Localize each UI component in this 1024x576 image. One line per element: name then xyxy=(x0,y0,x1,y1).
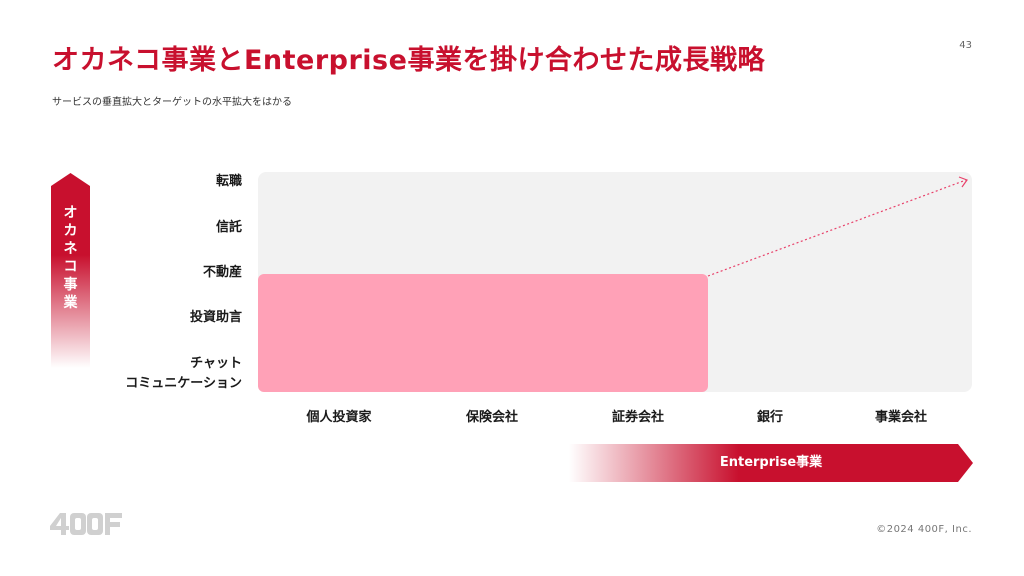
vertical-axis-label-char: ネ xyxy=(63,241,78,257)
growth-arrow-icon xyxy=(707,176,968,277)
company-logo xyxy=(50,513,122,535)
x-label-individual-investors: 個人投資家 xyxy=(306,410,372,425)
y-label-career: 転職 xyxy=(215,174,242,189)
copyright: ©2024 400F, Inc. xyxy=(876,524,972,535)
x-label-securities: 証券会社 xyxy=(611,410,665,425)
x-label-business-companies: 事業会社 xyxy=(874,410,928,425)
x-label-bank: 銀行 xyxy=(756,410,784,425)
y-label-trust: 信託 xyxy=(215,220,242,235)
page-subtitle: サービスの垂直拡大とターゲットの水平拡大をはかる xyxy=(52,97,292,108)
page-number: 43 xyxy=(959,40,972,51)
vertical-axis-label: オ カ ネ コ 事 業 xyxy=(51,204,90,312)
y-label-real-estate: 不動産 xyxy=(202,265,242,280)
vertical-axis-label-char: オ xyxy=(63,205,78,221)
vertical-axis-label-char: 事 xyxy=(63,277,78,293)
vertical-axis-label-char: カ xyxy=(63,223,78,239)
vertical-axis-bar xyxy=(51,173,90,368)
current-coverage-area xyxy=(258,274,708,392)
y-label-chat-line1: チャット xyxy=(190,356,242,371)
y-label-chat-communication: チャット コミュニケーション xyxy=(125,354,242,394)
page-title: オカネコ事業とEnterprise事業を掛け合わせた成長戦略 xyxy=(52,45,765,76)
x-label-insurance: 保険会社 xyxy=(465,410,519,425)
vertical-axis-label-char: 業 xyxy=(63,295,78,311)
y-label-investment-advice: 投資助言 xyxy=(189,310,242,325)
horizontal-axis-label: Enterprise事業 xyxy=(719,455,823,470)
y-label-chat-line2: コミュニケーション xyxy=(125,376,242,391)
horizontal-axis-bar xyxy=(569,444,973,482)
vertical-axis-label-char: コ xyxy=(63,259,78,275)
